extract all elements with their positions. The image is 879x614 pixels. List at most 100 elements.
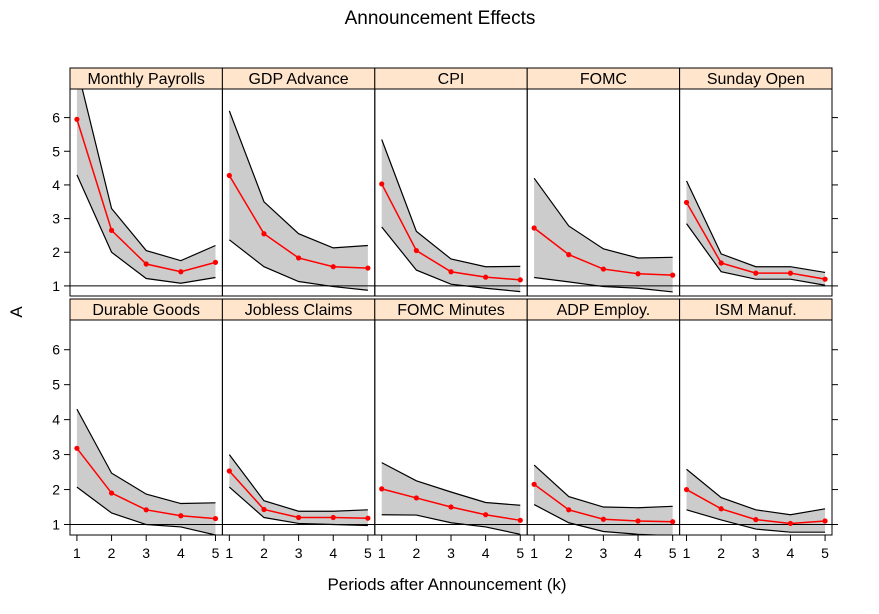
mean-point-adp-employ (670, 519, 676, 525)
confidence-band-adp-employ (534, 465, 673, 535)
x-tick-label: 5 (212, 545, 220, 561)
x-tick-label: 1 (73, 545, 81, 561)
x-tick-label: 2 (412, 545, 420, 561)
mean-point-durable-goods (74, 445, 80, 451)
mean-point-ism-manuf (683, 486, 690, 493)
lower-bound-line-ism-manuf (686, 509, 826, 533)
panel-jobless-claims: Jobless Claims 1 2 3 4 5 (221, 298, 376, 561)
mean-point-jobless-claims (296, 514, 302, 521)
panel-sunday-open: Sunday Open (679, 67, 838, 297)
x-tick-label: 5 (364, 545, 372, 561)
lower-bound-line-monthly-payrolls (76, 174, 216, 284)
upper-bound-line-ism-manuf (686, 468, 826, 516)
y-tick-label: 6 (52, 342, 60, 358)
mean-point-fomc-minutes (517, 517, 523, 523)
y-axis-label: A (7, 306, 26, 318)
y-tick-label: 3 (52, 447, 60, 463)
confidence-band-durable-goods (76, 409, 216, 535)
mean-point-ism-manuf (753, 517, 759, 523)
y-tick-label: 4 (52, 412, 60, 428)
chart-title: Announcement Effects (345, 8, 536, 29)
mean-point-cpi (448, 269, 454, 275)
panel-ism-manuf: ISM Manuf. 1 2 3 4 5 (679, 298, 838, 561)
y-tick-label: 6 (52, 110, 60, 126)
panel-adp-employ: ADP Employ. 1 2 3 4 5 (526, 298, 681, 561)
panel-plot-area-gdp-advance (222, 110, 375, 291)
mean-point-fomc (600, 266, 607, 272)
confidence-band-fomc (534, 178, 673, 292)
panel-plot-area-monthly-payrolls (70, 89, 223, 287)
panel-title-adp-employ: ADP Employ. (557, 302, 651, 319)
mean-point-gdp-advance (261, 231, 267, 237)
x-tick-label: 4 (634, 545, 642, 561)
panel-monthly-payrolls: Monthly Payrolls 1 2 3 4 5 6 (52, 67, 223, 297)
upper-bound-line-sunday-open (685, 180, 826, 274)
x-tick-label: 1 (530, 545, 538, 561)
y-tick-label: 2 (52, 482, 60, 498)
panels-group: Monthly Payrolls 1 2 3 4 5 6 GDP Advance CPI FOMC… (52, 67, 838, 561)
mean-point-monthly-payrolls (143, 261, 149, 267)
panel-title-gdp-advance: GDP Advance (248, 71, 348, 88)
mean-point-sunday-open (683, 199, 690, 206)
upper-bound-line-durable-goods (76, 408, 216, 505)
y-tick-label: 1 (52, 517, 60, 533)
panel-plot-area-ism-manuf (679, 468, 832, 533)
confidence-band-cpi (381, 139, 521, 292)
mean-point-jobless-claims (261, 506, 267, 513)
panel-title-ism-manuf: ISM Manuf. (715, 302, 797, 319)
x-axis-label: Periods after Announcement (k) (327, 575, 566, 594)
mean-point-gdp-advance (330, 264, 336, 270)
confidence-band-jobless-claims (229, 454, 368, 526)
mean-point-durable-goods (212, 515, 219, 522)
mean-point-durable-goods (143, 507, 149, 513)
y-tick-label: 3 (52, 211, 60, 227)
mean-point-ism-manuf (787, 520, 794, 527)
panel-plot-area-sunday-open (679, 180, 832, 287)
mean-point-jobless-claims (226, 468, 232, 474)
panel-fomc-minutes: FOMC Minutes 1 2 3 4 5 (374, 298, 528, 561)
mean-point-jobless-claims (330, 514, 336, 521)
mean-point-gdp-advance (296, 255, 302, 261)
panel-fomc: FOMC (526, 67, 681, 297)
mean-point-adp-employ (600, 516, 607, 522)
panel-frame-sunday-open (679, 88, 833, 297)
upper-bound-line-gdp-advance (228, 110, 368, 249)
lower-bound-line-sunday-open (686, 223, 826, 286)
x-tick-label: 3 (600, 545, 608, 561)
panel-plot-area-cpi (374, 139, 528, 293)
mean-point-sunday-open (753, 270, 759, 276)
mean-point-ism-manuf (822, 518, 828, 524)
x-tick-label: 2 (260, 545, 268, 561)
panel-plot-area-jobless-claims (222, 454, 375, 527)
y-tick-label: 5 (52, 143, 60, 159)
panel-plot-area-fomc (527, 177, 680, 293)
confidence-band-monthly-payrolls (76, 89, 216, 284)
x-tick-label: 4 (482, 545, 490, 561)
mean-point-monthly-payrolls (212, 259, 219, 265)
panel-title-fomc: FOMC (580, 71, 627, 88)
lower-bound-line-gdp-advance (228, 239, 368, 291)
x-tick-label: 3 (752, 545, 760, 561)
mean-point-sunday-open (787, 270, 794, 276)
mean-point-durable-goods (108, 490, 115, 496)
x-tick-label: 1 (225, 545, 233, 561)
mean-point-fomc (635, 271, 641, 277)
mean-point-cpi (413, 247, 419, 254)
x-tick-label: 3 (295, 545, 303, 561)
mean-point-adp-employ (635, 518, 641, 524)
panel-plot-area-fomc-minutes (374, 462, 528, 535)
mean-point-cpi (379, 181, 385, 187)
confidence-band-ism-manuf (686, 469, 826, 533)
x-tick-label: 5 (821, 545, 829, 561)
upper-bound-line-fomc-minutes (381, 462, 521, 506)
x-tick-label: 2 (717, 545, 725, 561)
x-tick-label: 2 (565, 545, 573, 561)
confidence-band-sunday-open (686, 180, 826, 286)
x-tick-label: 3 (447, 545, 455, 561)
mean-point-fomc (531, 225, 537, 231)
mean-point-gdp-advance (226, 172, 232, 179)
mean-point-fomc-minutes (379, 486, 385, 492)
mean-point-durable-goods (178, 513, 184, 519)
mean-point-sunday-open (822, 276, 828, 282)
